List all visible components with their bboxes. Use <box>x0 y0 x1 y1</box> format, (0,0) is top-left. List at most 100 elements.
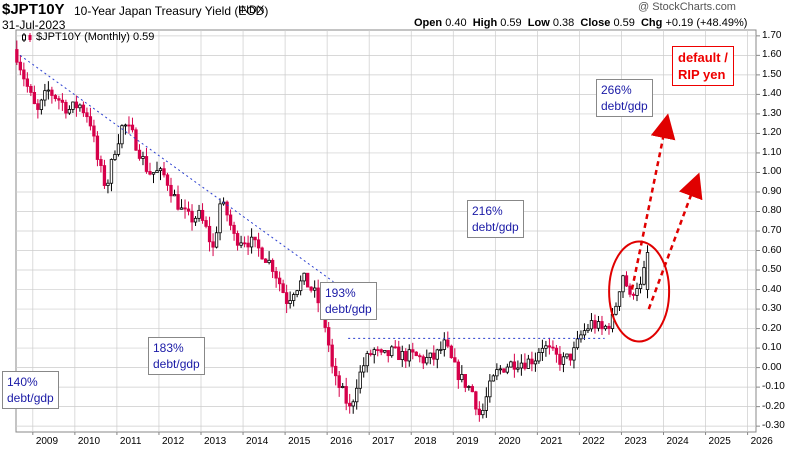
x-tick-label: 2017 <box>372 436 395 447</box>
annotation-183-pct: 183% <box>153 341 184 355</box>
y-tick-label: 0.70 <box>762 225 782 236</box>
y-tick-label: 1.70 <box>762 29 782 41</box>
candle-body <box>162 168 166 176</box>
candle-body <box>190 210 194 223</box>
annotation-140-pct: 140% <box>7 375 38 389</box>
candle-body <box>232 224 236 234</box>
candle-body <box>638 283 643 289</box>
candle-body <box>127 124 131 127</box>
x-tick-label: 2023 <box>624 436 647 447</box>
candle-body <box>432 352 436 360</box>
y-tick-label: -0.20 <box>762 400 785 412</box>
candle-body <box>516 367 520 370</box>
candle-body <box>71 101 75 110</box>
y-tick-label: 1.20 <box>762 127 782 139</box>
candle-body <box>64 101 68 114</box>
annotation-266: 266% debt/gdp <box>596 79 653 117</box>
candle-body <box>151 172 156 175</box>
candle-body <box>106 182 110 186</box>
annotation-266-pct: 266% <box>601 83 632 97</box>
close-value: 0.59 <box>613 17 635 29</box>
x-tick-label: 2012 <box>161 436 185 447</box>
candle-body <box>379 349 383 353</box>
candle-body <box>284 292 289 304</box>
candle-body <box>270 259 275 272</box>
candle-body <box>628 285 632 295</box>
high-value: 0.59 <box>500 17 522 29</box>
candle-body <box>36 103 40 110</box>
candle-body <box>200 209 205 221</box>
y-tick-label: 0.60 <box>762 244 782 256</box>
candle-body <box>435 349 439 360</box>
candle-body <box>274 271 278 279</box>
annotation-default: default / RIP yen <box>672 46 734 86</box>
candle-body <box>60 99 65 103</box>
candle-body <box>491 375 496 382</box>
candle-body <box>624 275 629 287</box>
candle-body <box>302 272 306 282</box>
candle-body <box>99 159 103 166</box>
annotation-193-label: debt/gdp <box>325 302 372 316</box>
candle-body <box>617 291 622 307</box>
candle-body <box>642 267 646 285</box>
candle-body <box>123 124 128 127</box>
candle-body <box>39 99 44 110</box>
y-tick-label: 0.50 <box>762 264 782 276</box>
y-tick-label: 1.40 <box>762 88 782 100</box>
annotation-216: 216% debt/gdp <box>467 200 524 238</box>
candle-body <box>92 125 96 137</box>
candle-body <box>57 98 61 101</box>
candle-body <box>400 351 404 361</box>
candle-body <box>467 386 471 388</box>
candle-body <box>218 203 222 234</box>
candle-body <box>488 380 492 398</box>
candle-body <box>474 391 478 410</box>
candle-body <box>428 352 432 358</box>
candle-body <box>246 242 250 248</box>
candle-body <box>449 345 453 359</box>
candle-body <box>393 346 397 349</box>
candle-body <box>288 300 292 304</box>
candle-body <box>372 349 376 356</box>
candle-body <box>614 305 618 315</box>
candle-body <box>50 89 54 96</box>
candle-body <box>204 220 208 227</box>
annotation-default-line2: RIP yen <box>678 67 726 82</box>
candle-body <box>593 320 597 329</box>
chg-label: Chg <box>640 17 663 29</box>
candle-body <box>165 174 170 186</box>
candle-body <box>523 362 527 369</box>
candle-body <box>32 92 37 105</box>
y-tick-label: 1.30 <box>762 107 782 119</box>
candle-body <box>575 338 580 349</box>
candle-body <box>172 194 177 197</box>
low-label: Low <box>527 17 550 29</box>
candle-body <box>551 346 555 349</box>
candle-body <box>263 258 268 263</box>
candle-body <box>572 347 576 361</box>
candle-body <box>600 321 604 330</box>
x-tick-label: 2009 <box>35 436 59 447</box>
candle-body <box>148 171 152 175</box>
candle-body <box>505 366 510 373</box>
candle-body <box>362 365 366 373</box>
candle-body <box>554 347 559 355</box>
x-tick-label: 2021 <box>540 436 563 447</box>
highlight-ellipse <box>608 240 671 343</box>
candle-body <box>544 345 548 349</box>
candle-body <box>176 194 180 210</box>
y-tick-label: -0.10 <box>762 381 785 393</box>
candle-legend-icon <box>22 32 34 42</box>
candle-body <box>228 214 233 226</box>
chart-exchange: INDX <box>238 4 265 16</box>
candle-body <box>386 350 390 357</box>
candle-body <box>249 236 254 248</box>
copyright-text[interactable]: @ StockCharts.com <box>638 1 736 13</box>
candle-body <box>141 156 145 159</box>
candle-body <box>277 277 282 285</box>
candle-body <box>456 361 460 381</box>
candle-body <box>305 272 310 288</box>
candle-body <box>211 241 215 248</box>
y-tick-label: 0.30 <box>762 303 782 315</box>
candle-body <box>309 286 313 291</box>
